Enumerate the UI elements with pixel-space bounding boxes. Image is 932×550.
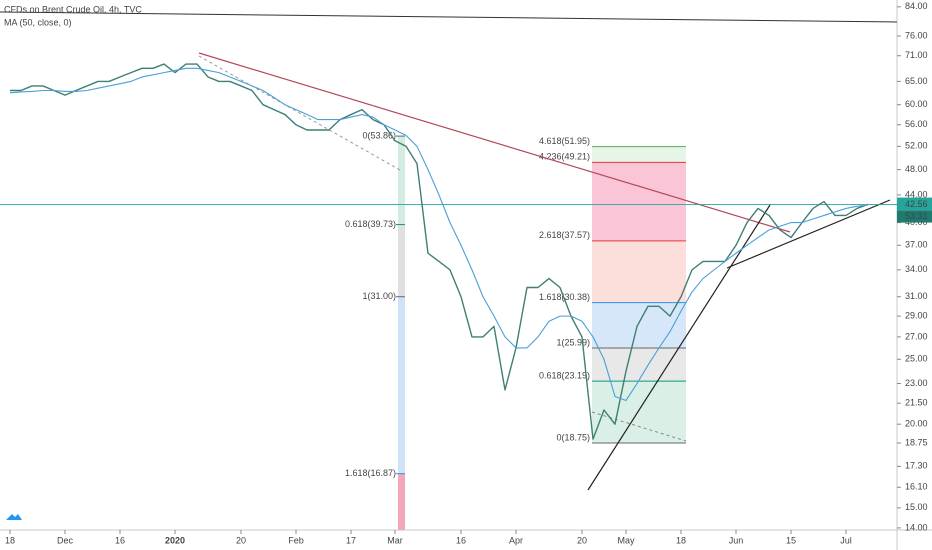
last-price-box	[897, 197, 932, 211]
fib-band	[398, 224, 405, 297]
y-tick-label: 44.00	[905, 189, 928, 199]
fib-band	[592, 302, 686, 349]
y-tick-label: 60.00	[905, 99, 928, 109]
y-tick-label: 15.00	[905, 502, 928, 512]
y-tick-label: 14.00	[905, 522, 928, 532]
fib-band	[592, 146, 686, 163]
y-tick-label: 65.00	[905, 76, 928, 86]
y-tick-label: 71.00	[905, 50, 928, 60]
y-tick-label: 18.75	[905, 437, 928, 447]
fib-label: 1(31.00)	[362, 291, 396, 301]
fib-bands: 4.618(51.95) 4.236(49.21) 2.618(37.57) 1.61…	[345, 130, 687, 530]
x-tick-label: 18	[5, 535, 15, 545]
y-tick-label: 16.10	[905, 482, 928, 492]
x-tick-label: May	[617, 535, 635, 545]
y-tick-label: 27.00	[905, 331, 928, 341]
x-tick-label: 20	[236, 535, 246, 545]
x-tick-label: 20	[577, 535, 587, 545]
y-tick-label: 56.00	[905, 119, 928, 129]
y-tick-label: 21.50	[905, 398, 928, 408]
fib-label: 0.618(23.19)	[539, 371, 590, 381]
fib-label: 4.618(51.95)	[539, 136, 590, 146]
trend-line	[587, 204, 771, 491]
fib-label: 0(53.86)	[362, 130, 396, 140]
x-tick-label: Feb	[288, 535, 304, 545]
y-tick-label: 34.00	[905, 264, 928, 274]
fib-band	[592, 381, 686, 443]
fib-band	[592, 162, 686, 241]
x-tick-label: 17	[346, 535, 356, 545]
y-tick-label: 84.00	[905, 1, 928, 11]
fib-band	[398, 296, 405, 474]
x-tick-label: Mar	[387, 535, 403, 545]
fib-label: 4.236(49.21)	[539, 152, 590, 162]
fib-label: 1(25.99)	[556, 337, 590, 347]
countdown-box	[897, 210, 932, 223]
logo	[6, 514, 22, 520]
fib-label: 1.618(30.38)	[539, 292, 590, 302]
chart-title: CFDs on Brent Crude Oil, 4h, TVC	[4, 4, 142, 14]
x-tick-label: Jun	[729, 535, 744, 545]
y-tick-label: 37.00	[905, 240, 928, 250]
plot	[0, 11, 898, 491]
x-tick-label: 18	[676, 535, 686, 545]
y-tick-label: 76.00	[905, 30, 928, 40]
y-tick-label: 17.30	[905, 461, 928, 471]
series-line	[9, 67, 869, 402]
trend-line	[198, 55, 401, 171]
x-tick-label: 16	[115, 535, 125, 545]
fib-band	[592, 348, 686, 382]
indicator-legend: MA (50, close, 0)	[4, 17, 72, 27]
y-tick-label: 20.00	[905, 419, 928, 429]
countdown-label: 53:31	[905, 211, 928, 221]
x-tick-label: 2020	[165, 535, 185, 545]
last-price-label: 42.56	[905, 199, 928, 209]
x-tick-label: Dec	[57, 535, 74, 545]
y-tick-label: 31.00	[905, 291, 928, 301]
projection	[591, 411, 687, 442]
fib-label: 0(18.75)	[556, 432, 590, 442]
x-tick-label: Apr	[509, 535, 523, 545]
fib-band	[398, 473, 405, 530]
trend-line	[198, 52, 791, 233]
y-tick-label: 23.00	[905, 378, 928, 388]
y-tick-label: 52.00	[905, 141, 928, 151]
fib-label: 1.618(16.87)	[345, 468, 396, 478]
fib-label: 2.618(37.57)	[539, 230, 590, 240]
y-tick-label: 29.00	[905, 311, 928, 321]
y-tick-label: 25.00	[905, 354, 928, 364]
logo-shape	[6, 514, 22, 520]
x-tick-label: 16	[456, 535, 466, 545]
y-tick-label: 48.00	[905, 164, 928, 174]
trend-line	[726, 199, 891, 269]
fib-band	[592, 240, 686, 303]
x-tick-label: Jul	[840, 535, 852, 545]
x-tick-label: 15	[786, 535, 796, 545]
fib-band	[398, 136, 405, 225]
fib-label: 0.618(39.73)	[345, 219, 396, 229]
trend-line	[0, 11, 898, 23]
